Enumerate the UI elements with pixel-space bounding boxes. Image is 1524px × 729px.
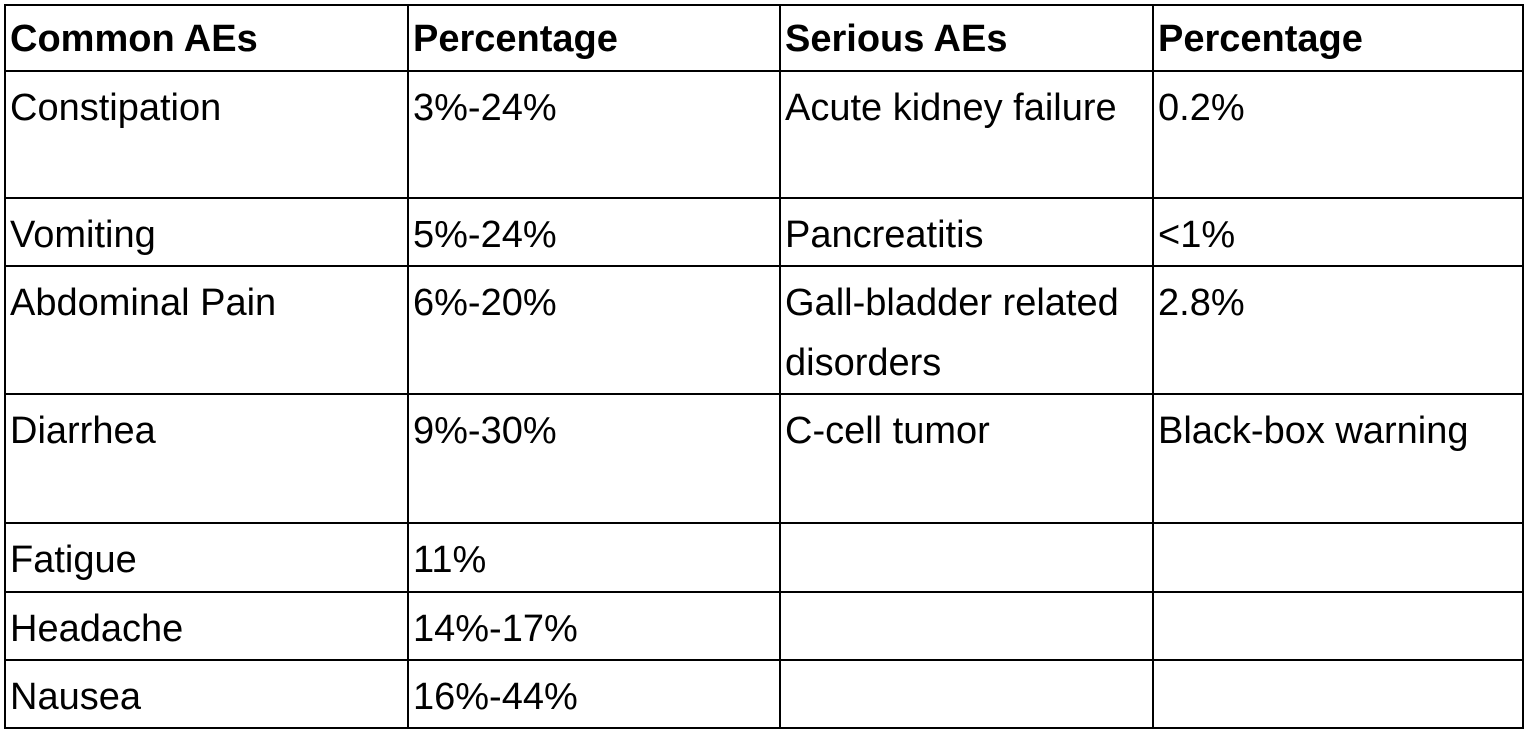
table-row: Fatigue 11% (4, 522, 1524, 593)
table-cell: 2.8% (1152, 265, 1524, 395)
table-cell: Vomiting (4, 197, 409, 267)
table-cell: 0.2% (1152, 70, 1524, 199)
header-cell: Percentage (1152, 4, 1524, 72)
table-row: Diarrhea 9%-30% C-cell tumor Black-box warn… (4, 393, 1524, 524)
table-row: Nausea 16%-44% (4, 659, 1524, 729)
table-cell: <1% (1152, 197, 1524, 267)
table-cell: Acute kidney failure (779, 70, 1154, 199)
table-cell: Nausea (4, 659, 409, 729)
header-cell: Common AEs (4, 4, 409, 72)
table-row: Vomiting 5%-24% Pancreatitis <1% (4, 197, 1524, 267)
table-cell: C-cell tumor (779, 393, 1154, 524)
empty-cell (779, 522, 1154, 593)
empty-cell (779, 659, 1154, 729)
table-row: Headache 14%-17% (4, 591, 1524, 661)
empty-cell (779, 591, 1154, 661)
table-cell: 3%-24% (407, 70, 781, 199)
table-cell: 6%-20% (407, 265, 781, 395)
table-cell: Constipation (4, 70, 409, 199)
table-cell: 5%-24% (407, 197, 781, 267)
header-cell: Percentage (407, 4, 781, 72)
table-cell: Diarrhea (4, 393, 409, 524)
table-cell: 16%-44% (407, 659, 781, 729)
empty-cell (1152, 522, 1524, 593)
header-row: Common AEs Percentage Serious AEs Percentag… (4, 4, 1524, 72)
table-cell: Abdominal Pain (4, 265, 409, 395)
adverse-events-table: Common AEs Percentage Serious AEs Percentag… (4, 4, 1524, 729)
table-cell: Gall-bladder related disorders (779, 265, 1154, 395)
empty-cell (1152, 591, 1524, 661)
table-row: Constipation 3%-24% Acute kidney failure 0.… (4, 70, 1524, 199)
table-cell: 14%-17% (407, 591, 781, 661)
table-row: Abdominal Pain 6%-20% Gall-bladder related… (4, 265, 1524, 395)
table-cell: Pancreatitis (779, 197, 1154, 267)
table-cell: Black-box warning (1152, 393, 1524, 524)
table-cell: Fatigue (4, 522, 409, 593)
header-cell: Serious AEs (779, 4, 1154, 72)
table-cell: Headache (4, 591, 409, 661)
empty-cell (1152, 659, 1524, 729)
table-cell: 9%-30% (407, 393, 781, 524)
table-cell: 11% (407, 522, 781, 593)
